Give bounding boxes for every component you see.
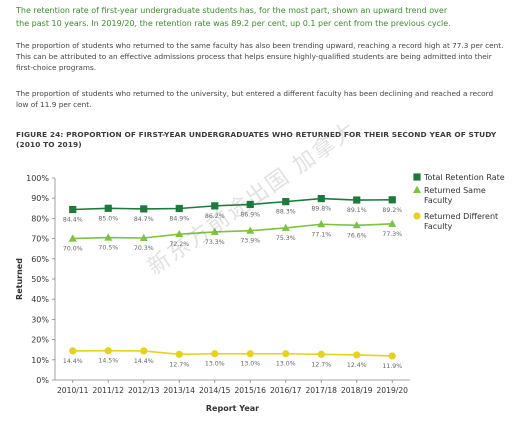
data-label: 14.4% [63,358,83,365]
data-point [69,347,77,355]
data-label: 12.7% [311,361,331,368]
data-point [317,220,326,228]
paragraph-same-faculty: The proportion of students who returned … [16,41,504,72]
data-label: 12.4% [347,362,367,369]
x-tick-label: 2015/16 [234,386,266,395]
data-label: 76.6% [347,232,367,239]
data-label: 77.3% [382,231,402,238]
data-label: 84.7% [134,216,154,223]
data-point [281,223,290,231]
legend-marker [413,173,421,181]
data-label: 13.0% [276,361,296,368]
data-label: 70.5% [98,245,118,252]
data-label: 77.1% [311,231,331,238]
legend-marker [413,212,421,220]
y-tick-label: 100% [26,174,49,183]
data-point [282,198,290,206]
x-axis-label: Report Year [206,404,259,413]
data-label: 88.3% [276,209,296,216]
data-label: 89.1% [347,207,367,214]
x-tick-label: 2011/12 [92,386,124,395]
data-point [210,227,219,235]
data-label: 86.9% [240,211,260,218]
data-point [317,195,325,203]
data-label: 85.0% [98,215,118,222]
y-tick-label: 20% [31,336,49,345]
data-point [317,350,325,358]
data-point [175,350,183,358]
legend-label: Returned Different Faculty [424,212,498,231]
data-point [352,221,361,229]
intro-line-2: the past 10 years. In 2019/20, the reten… [16,19,451,28]
data-point [246,350,254,358]
series-line [72,197,393,211]
data-point [353,196,361,204]
data-label: 86.2% [205,213,225,220]
y-axis-label: Returned [15,258,24,300]
data-label: 73.3% [205,239,225,246]
data-point [69,205,77,214]
data-label: 12.7% [169,361,189,368]
data-label: 72.2% [169,241,189,248]
x-tick-label: 2017/18 [305,386,337,395]
data-label: 13.0% [240,361,260,368]
data-label: 73.9% [240,238,260,245]
data-point [139,233,148,241]
x-tick-label: 2018/19 [341,386,373,395]
data-point [140,205,148,213]
y-tick-label: 40% [31,295,49,304]
data-point [175,229,184,238]
x-tick-label: 2012/13 [128,386,160,395]
legend-label: Total Retention Rate [423,173,505,182]
y-tick-label: 60% [31,255,49,264]
y-tick-label: 50% [31,275,49,284]
intro-line-1: The retention rate of first-year undergr… [16,6,448,15]
x-tick-label: 2019/20 [376,386,408,395]
x-tick-label: 2010/11 [57,386,89,395]
legend-label: Returned Same Faculty [424,186,486,205]
x-tick-label: 2013/14 [163,386,195,395]
data-point [246,200,254,209]
data-point [175,204,183,213]
y-tick-label: 70% [31,235,49,244]
data-label: 84.4% [63,217,83,224]
data-label: 14.5% [98,358,118,365]
y-tick-label: 90% [31,194,49,203]
data-label: 89.8% [311,206,331,213]
data-point [388,196,396,204]
data-label: 13.0% [205,361,225,368]
series-line [72,223,393,240]
data-point [211,350,219,358]
data-label: 14.4% [134,358,154,365]
data-point [104,347,112,355]
data-point [211,202,219,210]
y-tick-label: 80% [31,214,49,223]
data-label: 70.0% [63,246,83,253]
y-tick-label: 10% [31,356,49,365]
x-tick-label: 2014/15 [199,386,231,395]
y-tick-label: 30% [31,315,49,324]
data-label: 70.3% [134,245,154,252]
data-point [140,347,148,355]
data-point [282,350,290,358]
data-point [388,219,397,227]
paragraph-different-faculty: The proportion of students who returned … [16,89,494,109]
data-label: 84.9% [169,216,189,223]
data-point [353,351,361,359]
legend-marker [413,185,421,193]
data-point [388,352,396,360]
data-point [68,234,77,242]
data-point [104,204,112,212]
y-tick-label: 0% [36,376,49,385]
data-label: 11.9% [382,363,402,370]
data-label: 75.3% [276,235,296,242]
figure-title: FIGURE 24: PROPORTION OF FIRST-YEAR UNDE… [16,130,497,149]
series-line [72,349,393,357]
data-point [246,226,255,234]
intro-text: The retention rate of first-year undergr… [16,4,506,30]
x-tick-label: 2016/17 [270,386,302,395]
data-point [104,233,113,241]
data-label: 89.2% [382,207,402,214]
